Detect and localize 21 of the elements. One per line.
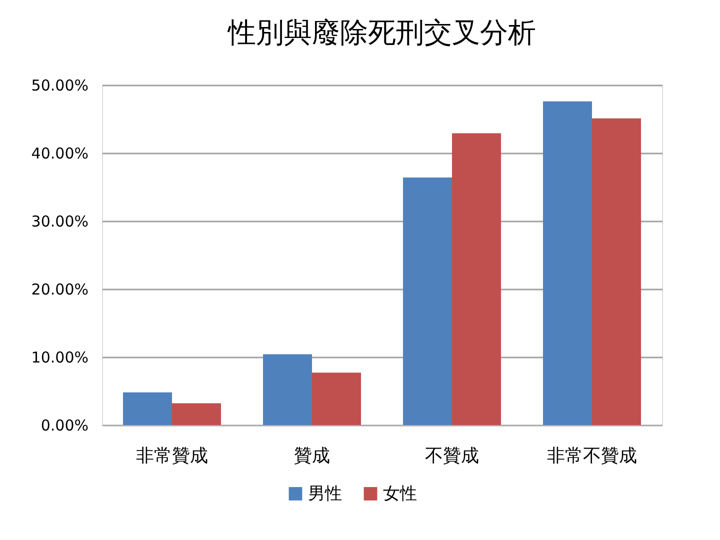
x-tick-label: 非常不贊成 [547, 446, 637, 466]
y-tick-label: 10.00% [31, 348, 88, 366]
legend-label: 女性 [383, 484, 417, 504]
bar [172, 403, 221, 425]
y-tick-label: 40.00% [31, 144, 88, 162]
bar [123, 392, 172, 425]
y-tick-label: 20.00% [31, 280, 88, 298]
bar [263, 354, 312, 425]
x-tick-label: 非常贊成 [136, 446, 208, 466]
bar [592, 118, 641, 425]
x-tick-label: 不贊成 [425, 446, 479, 466]
bar [452, 133, 501, 425]
legend-label: 男性 [308, 484, 342, 504]
bar [403, 177, 452, 425]
bar [312, 372, 361, 425]
y-tick-label: 50.00% [31, 76, 88, 94]
y-tick-label: 0.00% [40, 416, 88, 434]
chart-title: 性別與廢除死刑交叉分析 [227, 16, 536, 49]
bar [543, 101, 592, 425]
y-tick-label: 30.00% [31, 212, 88, 230]
x-tick-label: 贊成 [294, 446, 330, 466]
